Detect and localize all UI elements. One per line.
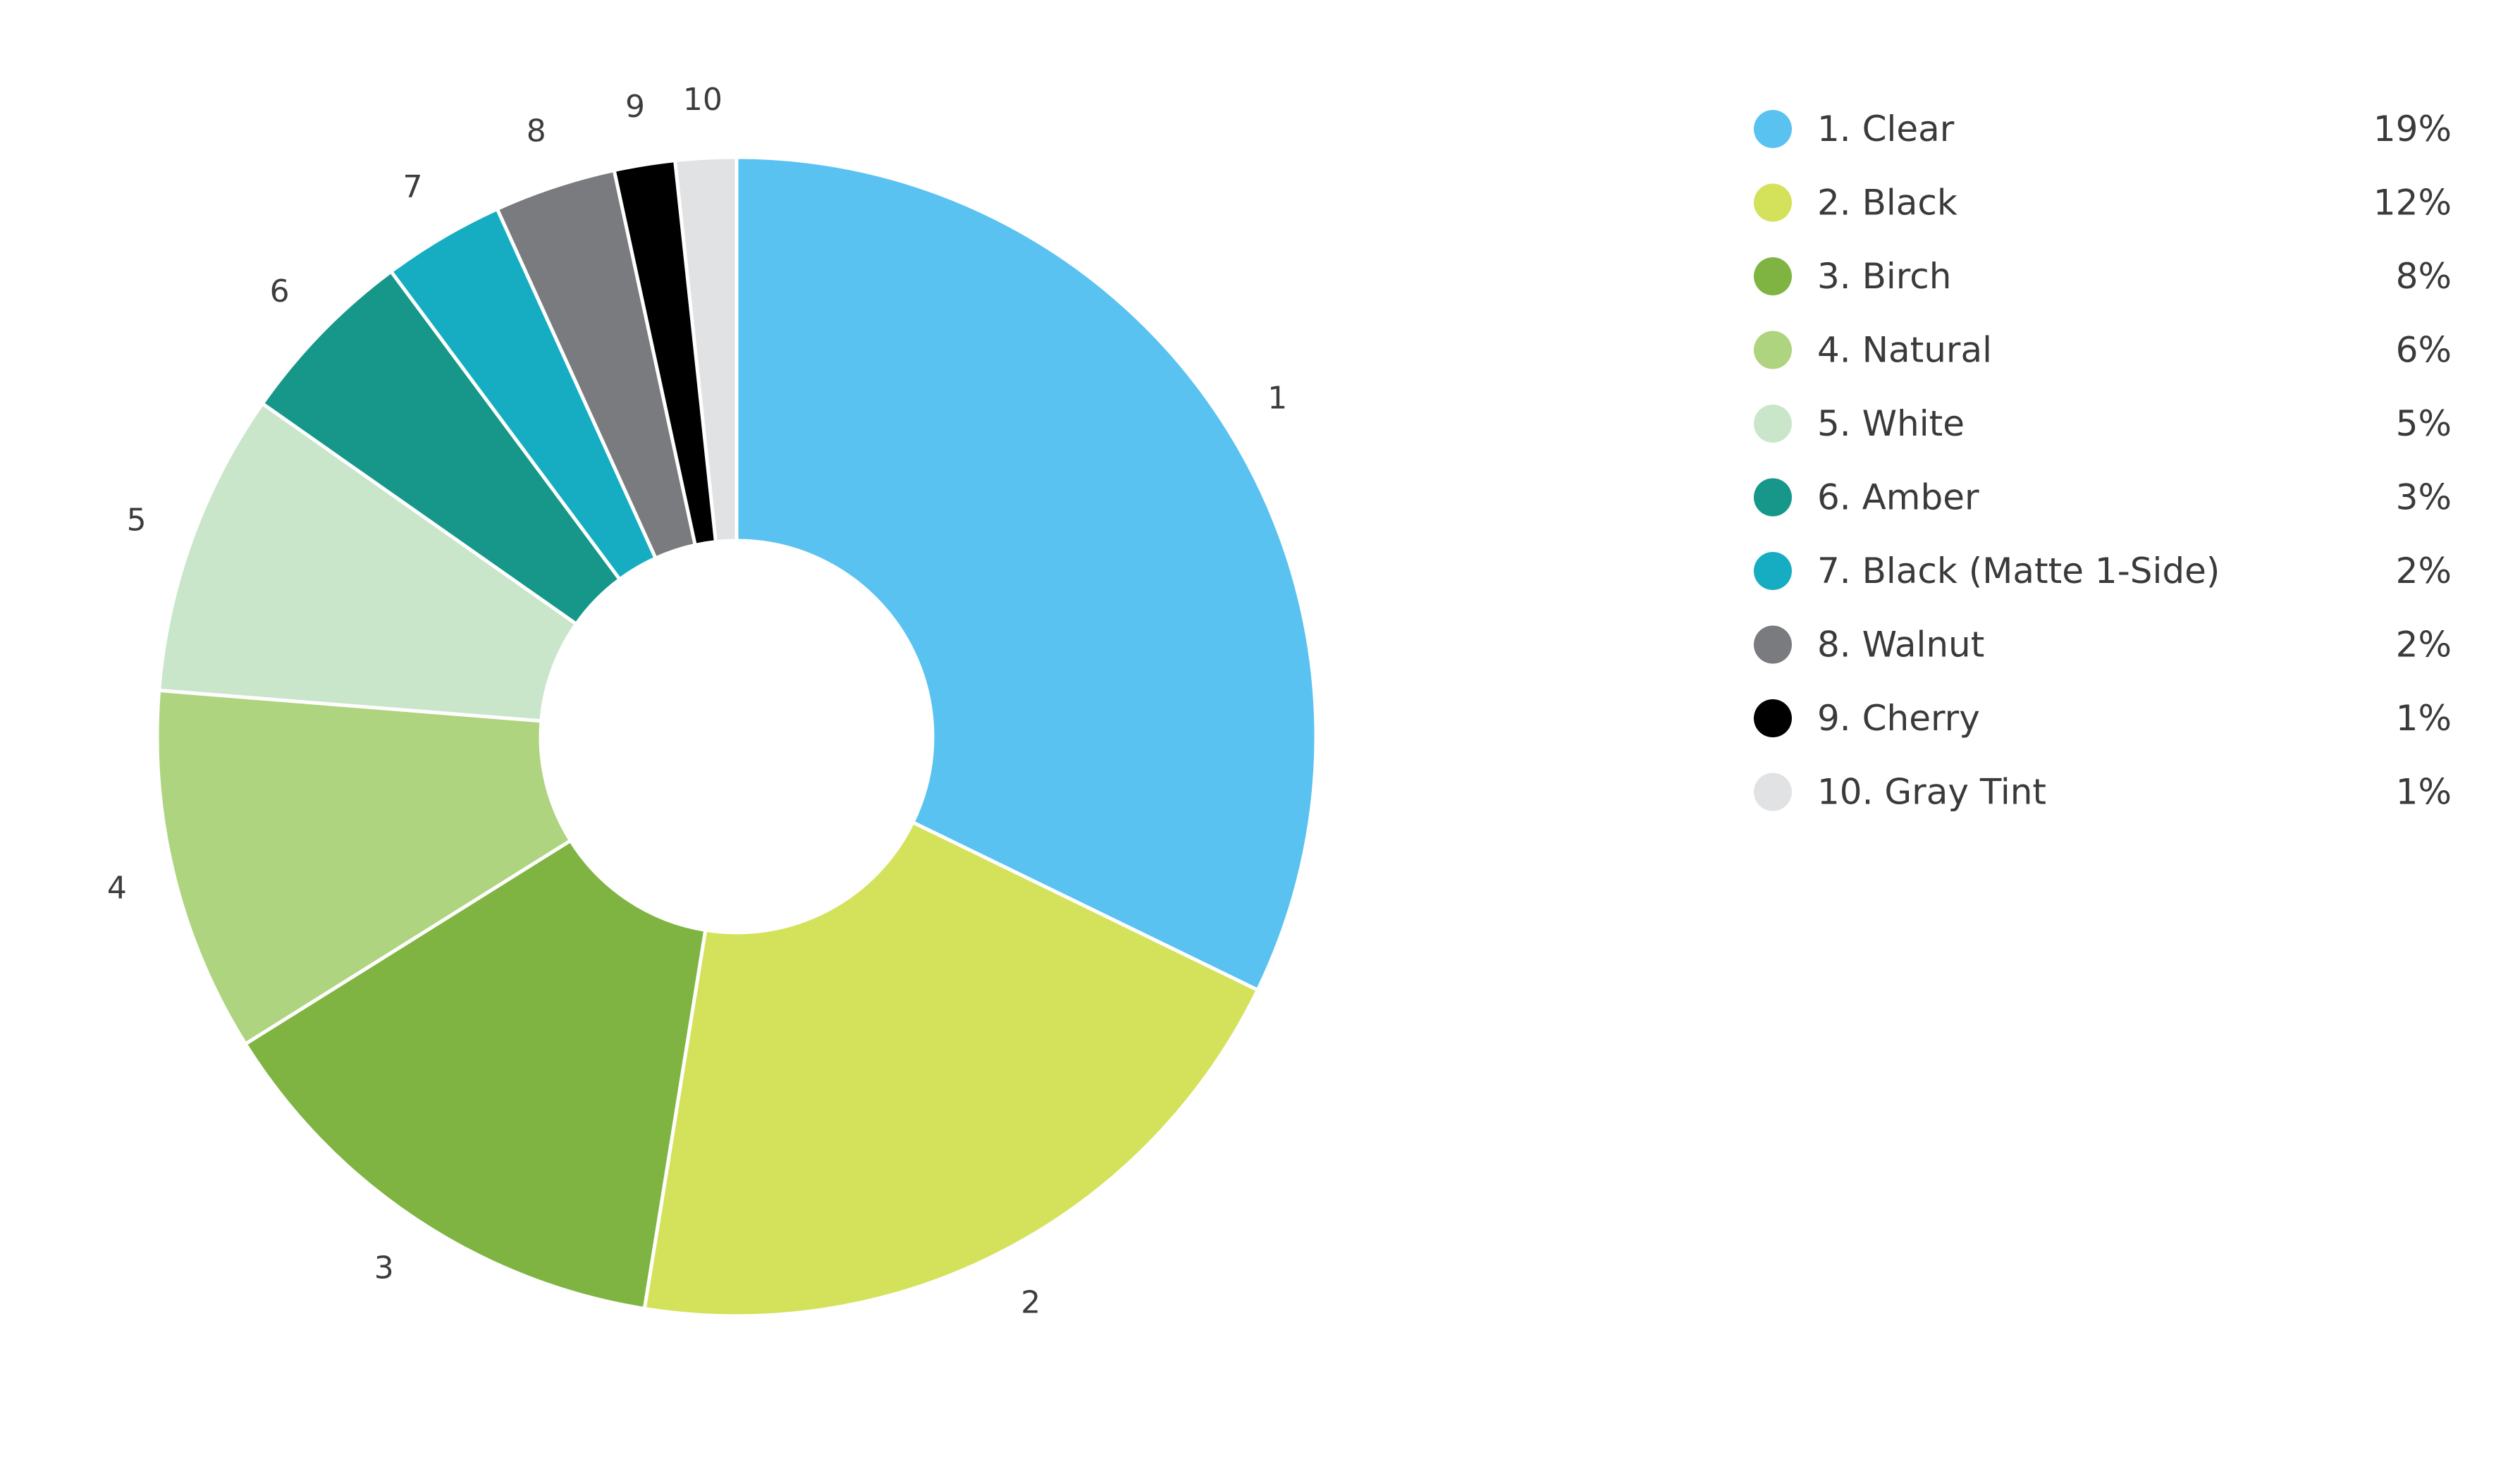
legend-item-5[interactable]: 5. White 5%	[1754, 403, 2452, 444]
slice-2[interactable]	[642, 820, 1260, 1318]
legend-swatch-2	[1754, 183, 1792, 222]
slice-label-4: 4	[107, 870, 127, 906]
legend-label-8: 8. Walnut	[1817, 625, 1984, 665]
legend-label-6: 6. Amber	[1817, 477, 1979, 518]
legend-label-2: 2. Black	[1817, 183, 1957, 223]
legend-value-5: 5%	[2396, 403, 2452, 444]
legend-value-2: 12%	[2373, 183, 2452, 223]
legend-swatch-8	[1754, 625, 1792, 664]
legend-item-10[interactable]: 10. Gray Tint 1%	[1754, 772, 2452, 813]
legend-value-8: 2%	[2396, 625, 2452, 665]
legend-value-4: 6%	[2396, 330, 2452, 371]
legend: 1. Clear 19% 2. Black 12% 3. Birch 8% 4. Natur…	[1754, 109, 2452, 813]
legend-item-3[interactable]: 3. Birch 8%	[1754, 256, 2452, 297]
legend-value-3: 8%	[2396, 256, 2452, 297]
legend-swatch-7	[1754, 552, 1792, 590]
slice-label-3: 3	[374, 1250, 394, 1286]
legend-swatch-1	[1754, 110, 1792, 148]
donut-slice-labels: 1 2 3 4 5 6 7 8 9 10	[107, 82, 1287, 1321]
legend-label-4: 4. Natural	[1817, 330, 1992, 371]
legend-swatch-10	[1754, 773, 1792, 811]
slice-4[interactable]	[155, 688, 572, 1046]
legend-value-1: 19%	[2373, 109, 2452, 149]
slice-3[interactable]	[243, 838, 708, 1311]
legend-label-5: 5. White	[1817, 403, 1965, 444]
slice-label-5: 5	[127, 502, 147, 538]
slice-label-10: 10	[683, 82, 723, 118]
slice-label-9: 9	[625, 89, 645, 125]
legend-label-1: 1. Clear	[1817, 109, 1955, 149]
legend-item-6[interactable]: 6. Amber 3%	[1754, 477, 2452, 518]
slice-10[interactable]	[673, 155, 739, 544]
legend-value-7: 2%	[2396, 551, 2452, 591]
legend-label-3: 3. Birch	[1817, 256, 1951, 297]
legend-label-9: 9. Cherry	[1817, 698, 1980, 739]
legend-swatch-5	[1754, 405, 1792, 443]
legend-item-1[interactable]: 1. Clear 19%	[1754, 109, 2452, 149]
legend-swatch-4	[1754, 331, 1792, 369]
legend-value-9: 1%	[2396, 698, 2452, 739]
legend-item-9[interactable]: 9. Cherry 1%	[1754, 698, 2452, 739]
legend-swatch-6	[1754, 478, 1792, 517]
legend-item-8[interactable]: 8. Walnut 2%	[1754, 625, 2452, 665]
legend-swatch-3	[1754, 257, 1792, 295]
slice-label-2: 2	[1021, 1285, 1040, 1321]
legend-swatch-9	[1754, 699, 1792, 737]
legend-value-10: 1%	[2396, 772, 2452, 813]
slice-label-7: 7	[403, 169, 423, 205]
slice-label-1: 1	[1267, 380, 1287, 416]
legend-label-10: 10. Gray Tint	[1817, 772, 2046, 813]
legend-item-4[interactable]: 4. Natural 6%	[1754, 330, 2452, 371]
slice-1[interactable]	[735, 155, 1318, 992]
legend-item-2[interactable]: 2. Black 12%	[1754, 183, 2452, 223]
legend-label-7: 7. Black (Matte 1-Side)	[1817, 551, 2220, 591]
legend-item-7[interactable]: 7. Black (Matte 1-Side) 2%	[1754, 551, 2452, 591]
slice-label-6: 6	[270, 273, 290, 309]
slice-label-8: 8	[527, 113, 546, 149]
slice-5[interactable]	[157, 402, 579, 723]
legend-value-6: 3%	[2396, 477, 2452, 518]
donut-slices	[155, 155, 1318, 1318]
